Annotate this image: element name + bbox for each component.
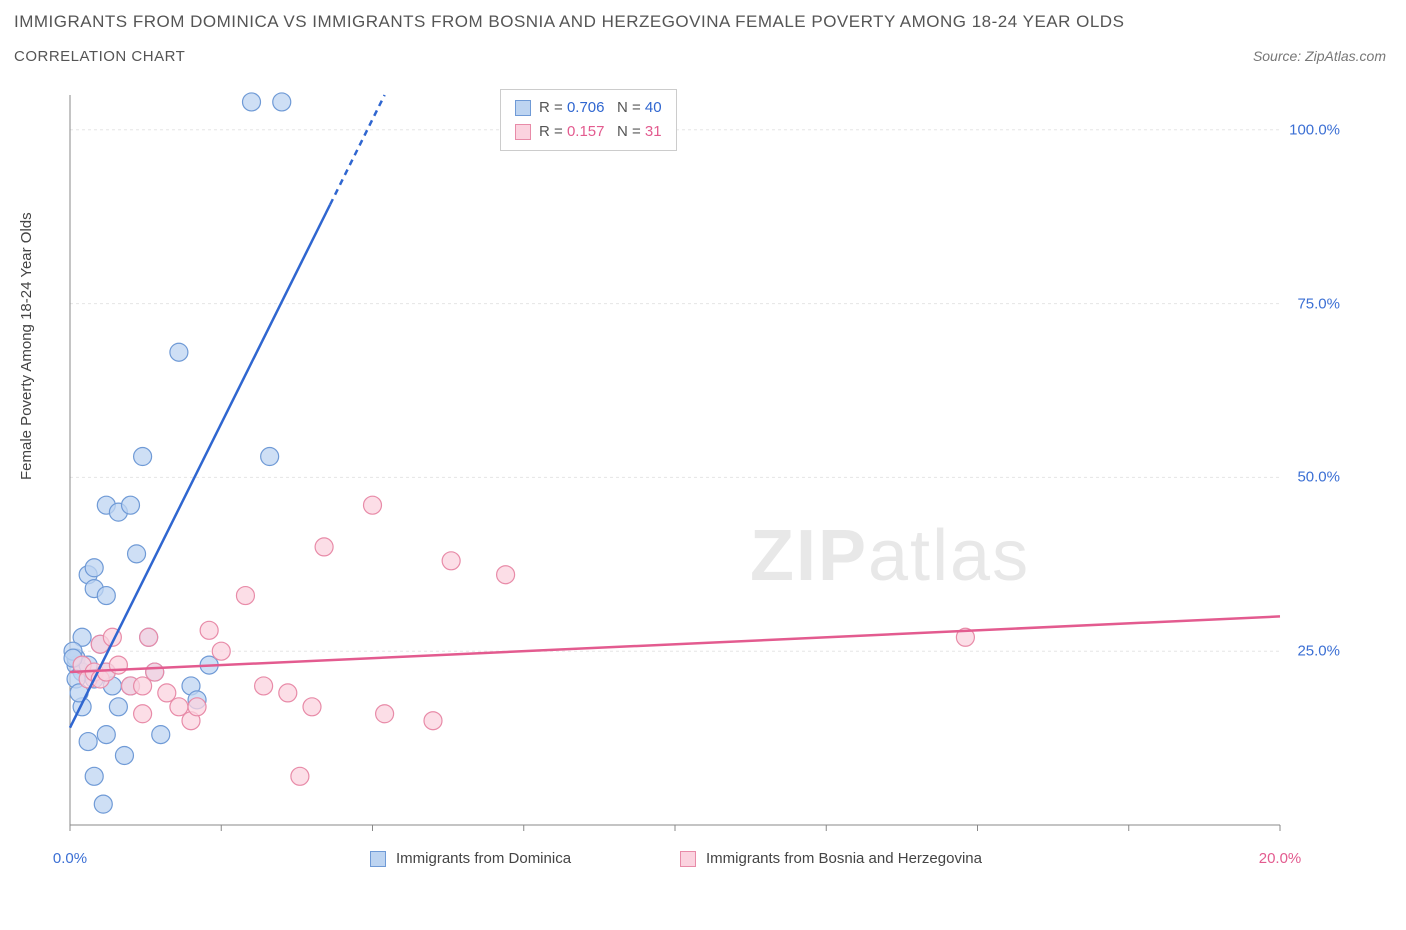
chart-title: IMMIGRANTS FROM DOMINICA VS IMMIGRANTS F… <box>14 12 1124 32</box>
x-tick: 0.0% <box>53 850 87 867</box>
legend-label: Immigrants from Bosnia and Herzegovina <box>706 850 982 867</box>
scatter-chart <box>60 85 1350 875</box>
source-attribution: Source: ZipAtlas.com <box>1253 48 1386 64</box>
legend-item: Immigrants from Bosnia and Herzegovina <box>680 850 982 867</box>
x-tick: 20.0% <box>1259 850 1302 867</box>
series-swatch <box>515 100 531 116</box>
stats-text: R = 0.706 N = 40 <box>539 96 662 120</box>
legend-swatch <box>370 851 386 867</box>
stats-row: R = 0.157 N = 31 <box>515 120 662 144</box>
chart-subtitle: CORRELATION CHART <box>14 48 185 65</box>
stats-row: R = 0.706 N = 40 <box>515 96 662 120</box>
legend-label: Immigrants from Dominica <box>396 850 571 867</box>
legend-swatch <box>680 851 696 867</box>
stats-text: R = 0.157 N = 31 <box>539 120 662 144</box>
y-tick: 50.0% <box>1297 469 1340 486</box>
correlation-stats-box: R = 0.706 N = 40R = 0.157 N = 31 <box>500 89 677 151</box>
y-tick: 25.0% <box>1297 643 1340 660</box>
y-tick: 75.0% <box>1297 295 1340 312</box>
y-axis-label: Female Poverty Among 18-24 Year Olds <box>18 212 35 480</box>
chart-area: ZIPatlas R = 0.706 N = 40R = 0.157 N = 3… <box>60 85 1350 875</box>
y-tick: 100.0% <box>1289 121 1340 138</box>
legend-item: Immigrants from Dominica <box>370 850 571 867</box>
series-swatch <box>515 124 531 140</box>
